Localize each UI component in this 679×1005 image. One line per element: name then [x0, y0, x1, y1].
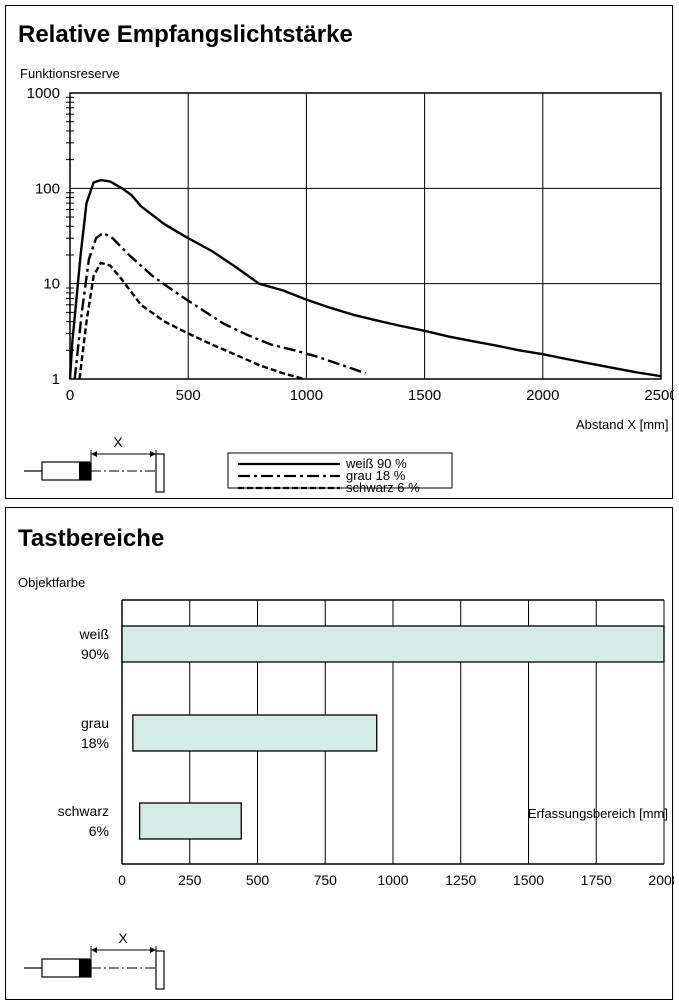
category-label: grau: [81, 715, 109, 731]
gridlines: [69, 92, 662, 380]
y-tick-label: 1000: [27, 85, 60, 102]
scan-range-chart: Tastbereiche Objektfarbe 0 250 500 750 1000 1…: [18, 525, 674, 990]
y-tick-label: 1: [52, 371, 60, 388]
distance-label: X: [118, 930, 128, 946]
minor-ticks: [66, 96, 74, 351]
x-tick-label: 2000: [526, 387, 559, 404]
legend-label: schwarz 6 %: [346, 480, 420, 495]
y-tick-label: 100: [35, 180, 60, 197]
x-tick-label: 500: [246, 872, 270, 888]
x-tick-label: 750: [314, 872, 338, 888]
series-line-0: [68, 178, 662, 380]
target-object: [155, 950, 165, 990]
legend-label: grau 18 %: [346, 468, 406, 483]
chart-title: Tastbereiche: [18, 525, 164, 552]
target-object: [155, 453, 165, 493]
category-labels: weiß 90% grau 18% schwarz 6%: [58, 626, 109, 839]
measurement-diagram: X: [24, 930, 165, 990]
receive-light-chart: Relative Empfangslichtstärke Funktionsre…: [18, 21, 674, 495]
dimension-arrow-left: [91, 451, 97, 457]
x-tick-label: 250: [178, 872, 202, 888]
x-tick-label: 1500: [408, 387, 441, 404]
x-tick-label: 1500: [513, 872, 544, 888]
x-tick-label: 1750: [581, 872, 612, 888]
scan-range-panel: Tastbereiche Objektfarbe 0 250 500 750 1000 1…: [5, 507, 674, 1000]
sensor-lens: [79, 959, 91, 977]
category-label: 6%: [89, 823, 109, 839]
tick-labels: 0 250 500 750 1000 1250 1500 1750 2000: [118, 872, 674, 888]
category-label: schwarz: [58, 803, 109, 819]
x-axis-label: Abstand X [mm]: [576, 417, 668, 432]
range-bar: [132, 714, 378, 752]
y-axis-label: Objektfarbe: [18, 575, 85, 590]
category-label: 90%: [81, 646, 109, 662]
x-tick-label: 2500: [644, 387, 674, 404]
dimension-arrow-left: [91, 947, 97, 953]
x-tick-label: 1000: [290, 387, 323, 404]
plot-frame: [69, 92, 662, 380]
series-line-2: [78, 261, 305, 381]
dimension-arrow-right: [150, 451, 156, 457]
x-tick-label: 500: [176, 387, 201, 404]
tick-labels: 0 500 1000 1500 2000 2500 1 10 100 1000: [27, 85, 674, 404]
legend-label: weiß 90 %: [345, 456, 407, 471]
range-bar: [121, 625, 665, 663]
receive-light-panel: Relative Empfangslichtstärke Funktionsre…: [5, 5, 674, 499]
bars: [121, 625, 665, 840]
measurement-diagram: X: [24, 434, 165, 493]
x-tick-label: 2000: [648, 872, 674, 888]
x-axis-label: Erfassungsbereich [mm]: [528, 806, 668, 821]
legend-box: [227, 452, 453, 489]
y-tick-label: 10: [43, 276, 60, 293]
x-tick-label: 0: [66, 387, 74, 404]
series-line-1: [73, 231, 366, 380]
range-bar: [138, 802, 242, 840]
series-lines: [68, 178, 662, 381]
category-label: weiß: [78, 626, 109, 642]
y-axis-label: Funktionsreserve: [20, 66, 120, 81]
x-tick-label: 1000: [377, 872, 408, 888]
distance-label: X: [113, 434, 123, 450]
dimension-arrow-right: [150, 947, 156, 953]
x-tick-label: 1250: [445, 872, 476, 888]
category-label: 18%: [81, 735, 109, 751]
chart-title: Relative Empfangslichtstärke: [18, 21, 353, 48]
x-tick-label: 0: [118, 872, 126, 888]
legend: weiß 90 %grau 18 %schwarz 6 %: [227, 452, 453, 495]
sensor-lens: [79, 462, 91, 480]
